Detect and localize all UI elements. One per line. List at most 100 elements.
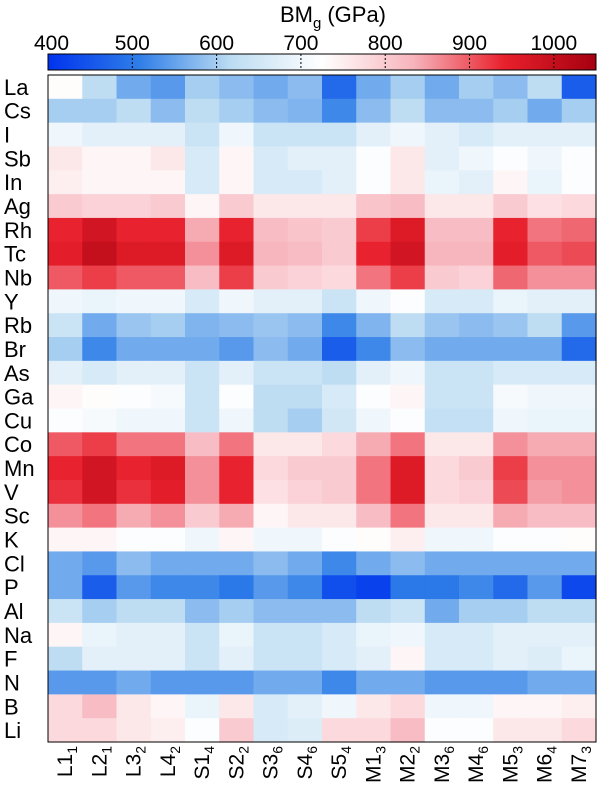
heatmap-cell <box>219 360 255 386</box>
heatmap-cell <box>253 289 289 314</box>
heatmap-cell <box>493 217 529 243</box>
row-label: Co <box>4 432 32 457</box>
heatmap-cell <box>356 313 392 338</box>
row-label: I <box>4 123 10 148</box>
heatmap-cell <box>48 456 83 481</box>
heatmap-cell <box>356 503 392 529</box>
heatmap-cell <box>48 289 83 314</box>
heatmap-cell <box>322 265 357 290</box>
heatmap-cell <box>356 360 392 386</box>
heatmap-cell <box>390 360 426 386</box>
heatmap-cell <box>390 384 426 410</box>
heatmap-cell <box>219 289 255 314</box>
row-label: Mn <box>4 456 35 481</box>
heatmap-cell <box>390 622 426 648</box>
heatmap-cell <box>219 265 255 290</box>
heatmap-cell <box>150 384 186 410</box>
heatmap-cell <box>459 670 494 695</box>
heatmap-cell <box>82 313 118 338</box>
heatmap-cell <box>561 718 597 743</box>
column-label: M46 <box>465 746 491 783</box>
heatmap-cell <box>253 479 289 505</box>
heatmap-cell <box>424 194 460 219</box>
heatmap-cell <box>493 146 529 171</box>
heatmap-cell <box>287 503 323 529</box>
heatmap-cell <box>424 646 460 672</box>
row-label: K <box>4 528 19 553</box>
heatmap-cell <box>116 170 152 195</box>
colorbar <box>47 53 597 71</box>
heatmap-cell <box>82 622 118 648</box>
heatmap-cell <box>356 241 392 267</box>
heatmap-cell <box>493 646 529 672</box>
heatmap-cell <box>150 479 186 505</box>
heatmap-cell <box>219 527 255 553</box>
heatmap-cell <box>390 146 426 171</box>
heatmap-cell <box>116 646 152 672</box>
heatmap-cell <box>116 670 152 695</box>
row-labels: LaCsISbInAgRhTcNbYRbBrAsGaCuCoMnVScKClPA… <box>4 75 35 743</box>
colorbar-title: BMg (GPa) <box>280 2 386 32</box>
heatmap-cell <box>424 241 460 267</box>
heatmap-cell <box>527 289 563 314</box>
heatmap-cell <box>493 337 529 362</box>
heatmap-cell <box>356 98 392 124</box>
heatmap-cell <box>390 313 426 338</box>
heatmap-cell <box>493 360 529 386</box>
heatmap-cell <box>424 337 460 362</box>
heatmap-cell <box>253 575 289 600</box>
heatmap-cell <box>150 241 186 267</box>
heatmap-cell <box>253 146 289 171</box>
heatmap-cell <box>253 718 289 743</box>
heatmap-cell <box>527 694 563 719</box>
heatmap-cell <box>424 313 460 338</box>
heatmap-cell <box>356 408 392 433</box>
heatmap-cell <box>150 670 186 695</box>
heatmap-cell <box>185 289 220 314</box>
heatmap-cell <box>116 456 152 481</box>
column-label: M53 <box>499 746 525 783</box>
heatmap-cell <box>82 98 118 124</box>
row-label: V <box>4 480 19 505</box>
heatmap-cell <box>219 98 255 124</box>
heatmap-cell <box>185 622 220 648</box>
heatmap-cell <box>150 694 186 719</box>
heatmap-cell <box>424 360 460 386</box>
heatmap-cell <box>219 670 255 695</box>
heatmap-cell <box>527 551 563 576</box>
heatmap-cell <box>322 527 357 553</box>
heatmap-cell <box>150 146 186 171</box>
heatmap-cell <box>561 265 597 290</box>
heatmap-cell <box>390 646 426 672</box>
row-label: As <box>4 361 30 386</box>
heatmap-cell <box>459 170 494 195</box>
colorbar-tick-label: 500 <box>115 32 150 55</box>
row-label: P <box>4 575 19 600</box>
heatmap-cell <box>527 599 563 624</box>
heatmap-cell <box>185 503 220 529</box>
heatmap-cell <box>322 408 357 433</box>
heatmap-cell <box>424 217 460 243</box>
heatmap-cell <box>219 646 255 672</box>
heatmap-cell <box>287 360 323 386</box>
heatmap-cell <box>219 622 255 648</box>
heatmap-cell <box>424 718 460 743</box>
heatmap-cell <box>48 384 83 410</box>
heatmap-cell <box>424 384 460 410</box>
heatmap-cell <box>82 122 118 148</box>
heatmap-cell <box>561 408 597 433</box>
heatmap-cell <box>493 479 529 505</box>
column-label: M64 <box>534 746 560 783</box>
heatmap-cell <box>116 360 152 386</box>
heatmap-cell <box>390 241 426 267</box>
heatmap-cell <box>48 670 83 695</box>
row-label: N <box>4 670 20 695</box>
heatmap-cell <box>150 265 186 290</box>
heatmap-cell <box>459 265 494 290</box>
heatmap-cell <box>493 75 529 100</box>
colorbar-tick-label: 400 <box>34 32 69 55</box>
heatmap-cell <box>459 146 494 171</box>
heatmap-cell <box>459 694 494 719</box>
heatmap-cell <box>561 241 597 267</box>
heatmap-cell <box>561 432 597 457</box>
